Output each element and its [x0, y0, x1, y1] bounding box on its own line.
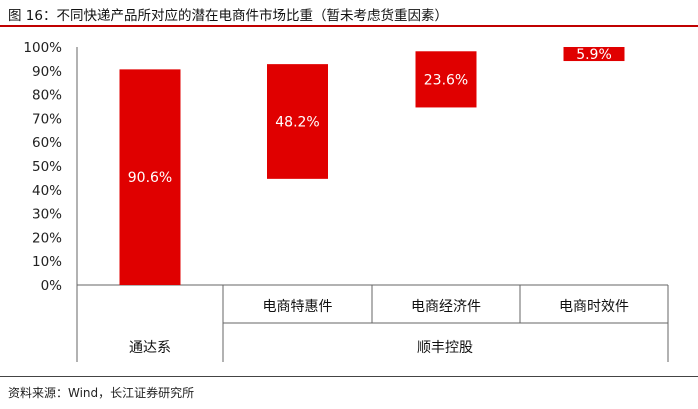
source-note: 资料来源：Wind，长江证券研究所 [8, 386, 195, 400]
bar-4 [563, 47, 625, 62]
y-tick-label: 60% [32, 135, 62, 151]
bar-value-label: 48.2% [275, 114, 319, 130]
y-tick-label: 80% [32, 88, 62, 104]
waterfall-chart: 0% 10% 20% 30% 40% 50% 60% 70% 80% 90% 100% 90.6% 48… [23, 40, 669, 362]
x-category-label: 电商特惠件 [263, 299, 333, 315]
title-underline [0, 25, 698, 27]
x-category-label: 电商时效件 [559, 299, 629, 315]
y-tick-label: 70% [32, 111, 62, 127]
x-group-label: 通达系 [129, 340, 171, 356]
y-tick-label: 10% [32, 254, 62, 270]
y-tick-label: 40% [32, 183, 62, 199]
bar-value-label: 5.9% [576, 47, 612, 63]
y-tick-label: 20% [32, 230, 62, 246]
chart-title: 图 16：不同快递产品所对应的潜在电商件市场比重（暂未考虑货重因素） [8, 8, 448, 24]
y-tick-label: 50% [32, 159, 62, 175]
y-tick-label: 90% [32, 64, 62, 80]
y-tick-label: 30% [32, 207, 62, 223]
bar-2 [267, 64, 328, 179]
y-tick-label: 100% [23, 40, 62, 56]
y-tick-label: 0% [41, 278, 63, 294]
footer-rule [0, 376, 698, 377]
x-group-label: 顺丰控股 [417, 340, 473, 356]
bar-1 [119, 69, 181, 285]
bar-3 [415, 51, 477, 108]
x-category-label: 电商经济件 [411, 299, 481, 315]
bar-value-label: 23.6% [424, 72, 468, 88]
bar-value-label: 90.6% [128, 170, 172, 186]
